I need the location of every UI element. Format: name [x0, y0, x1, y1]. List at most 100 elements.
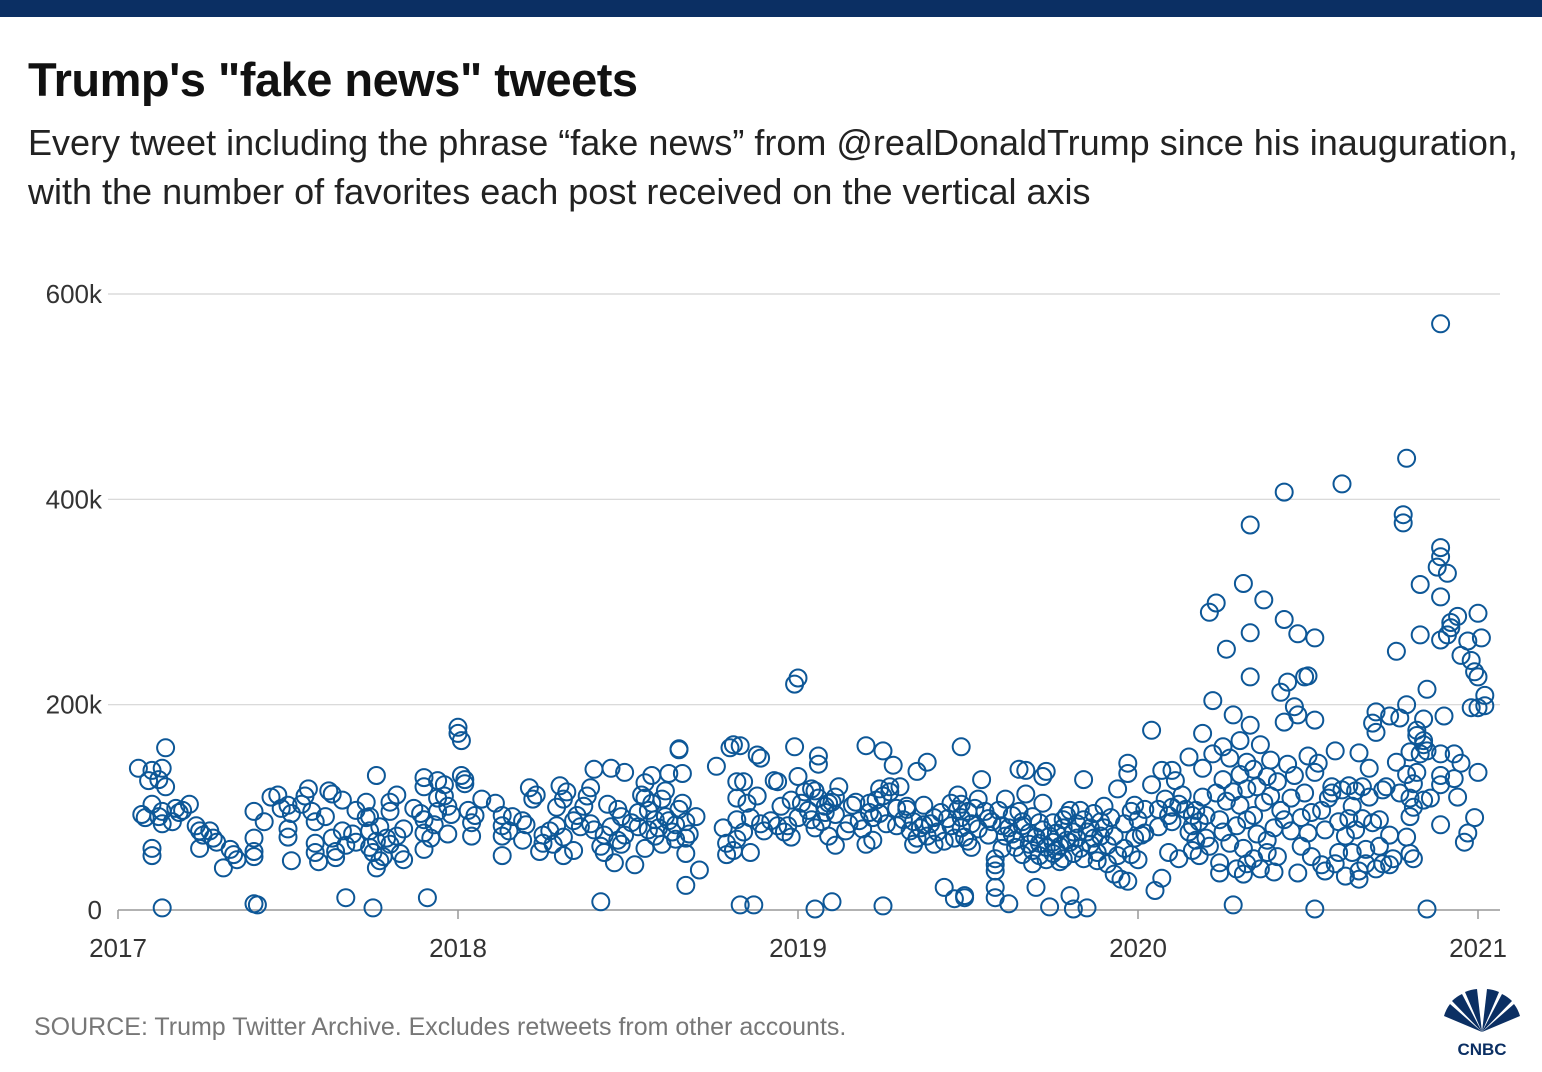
data-point: [1017, 786, 1034, 803]
data-point: [1398, 829, 1415, 846]
data-point: [1259, 768, 1276, 785]
cnbc-logo: CNBC: [1438, 988, 1526, 1058]
data-point: [909, 763, 926, 780]
data-point: [691, 862, 708, 879]
data-point: [807, 901, 824, 918]
data-point: [1034, 795, 1051, 812]
data-point: [1405, 850, 1422, 867]
peacock-icon: [1444, 989, 1520, 1032]
data-point: [324, 786, 341, 803]
data-point: [1289, 865, 1306, 882]
data-point: [246, 830, 263, 847]
data-point: [752, 750, 769, 767]
data-point: [1449, 789, 1466, 806]
data-point: [1228, 817, 1245, 834]
data-point: [1470, 605, 1487, 622]
data-point: [395, 820, 412, 837]
data-point: [586, 761, 603, 778]
data-point: [439, 826, 456, 843]
data-point: [1463, 652, 1480, 669]
data-point: [456, 771, 473, 788]
data-point: [1143, 722, 1160, 739]
data-point: [514, 812, 531, 829]
data-point: [1419, 901, 1436, 918]
data-point: [742, 844, 759, 861]
data-point: [1252, 736, 1269, 753]
data-point: [1242, 517, 1259, 534]
data-point: [596, 844, 613, 861]
data-point: [1466, 809, 1483, 826]
data-point: [565, 842, 582, 859]
data-point: [671, 741, 688, 758]
data-point: [365, 899, 382, 916]
data-point: [1432, 588, 1449, 605]
data-point: [1300, 825, 1317, 842]
y-tick-label: 600k: [46, 279, 103, 309]
logo-text: CNBC: [1457, 1040, 1506, 1058]
data-point: [1470, 764, 1487, 781]
data-point: [1293, 838, 1310, 855]
data-point: [1075, 771, 1092, 788]
data-point: [1218, 641, 1235, 658]
data-point: [1381, 827, 1398, 844]
data-point: [419, 889, 436, 906]
data-point: [1412, 576, 1429, 593]
data-point: [830, 778, 847, 795]
y-tick-label: 400k: [46, 484, 103, 514]
data-point: [1041, 898, 1058, 915]
data-point: [892, 778, 909, 795]
data-point: [973, 771, 990, 788]
data-point: [256, 813, 273, 830]
data-point: [157, 778, 174, 795]
data-point: [1242, 624, 1259, 641]
data-point: [1225, 706, 1242, 723]
data-point: [154, 760, 171, 777]
source-note: SOURCE: Trump Twitter Archive. Excludes …: [34, 1013, 846, 1042]
data-point: [875, 897, 892, 914]
data-point: [1408, 764, 1425, 781]
data-point: [677, 877, 694, 894]
data-points: [130, 315, 1493, 917]
data-point: [1242, 668, 1259, 685]
data-point: [1269, 773, 1286, 790]
data-point: [1456, 834, 1473, 851]
data-point: [1306, 764, 1323, 781]
data-point: [1385, 850, 1402, 867]
data-point: [599, 796, 616, 813]
data-point: [1402, 808, 1419, 825]
data-point: [368, 767, 385, 784]
data-point: [1028, 879, 1045, 896]
data-point: [307, 813, 324, 830]
y-axis-labels: 0200k400k600k: [46, 279, 103, 925]
data-point: [728, 790, 745, 807]
data-point: [518, 816, 535, 833]
x-tick-label: 2017: [89, 933, 147, 963]
x-tick-label: 2021: [1449, 933, 1507, 963]
data-point: [157, 739, 174, 756]
data-point: [1436, 708, 1453, 725]
data-point: [643, 767, 660, 784]
data-point: [1391, 710, 1408, 727]
data-point: [246, 803, 263, 820]
data-point: [1255, 591, 1272, 608]
data-point: [1470, 668, 1487, 685]
data-point: [1038, 763, 1055, 780]
data-point: [1262, 752, 1279, 769]
data-point: [626, 856, 643, 873]
x-axis-labels: 2017 2018 2019 2020 2021: [89, 933, 1507, 963]
data-point: [1306, 901, 1323, 918]
data-point: [858, 737, 875, 754]
y-tick-label: 200k: [46, 690, 103, 720]
data-point: [1194, 725, 1211, 742]
data-point: [1334, 475, 1351, 492]
data-point: [1211, 865, 1228, 882]
data-point: [1109, 780, 1126, 797]
data-point: [395, 851, 412, 868]
data-point: [987, 879, 1004, 896]
data-point: [1276, 484, 1293, 501]
grid-lines: [108, 294, 1500, 705]
data-point: [463, 828, 480, 845]
data-point: [936, 879, 953, 896]
data-point: [524, 791, 541, 808]
